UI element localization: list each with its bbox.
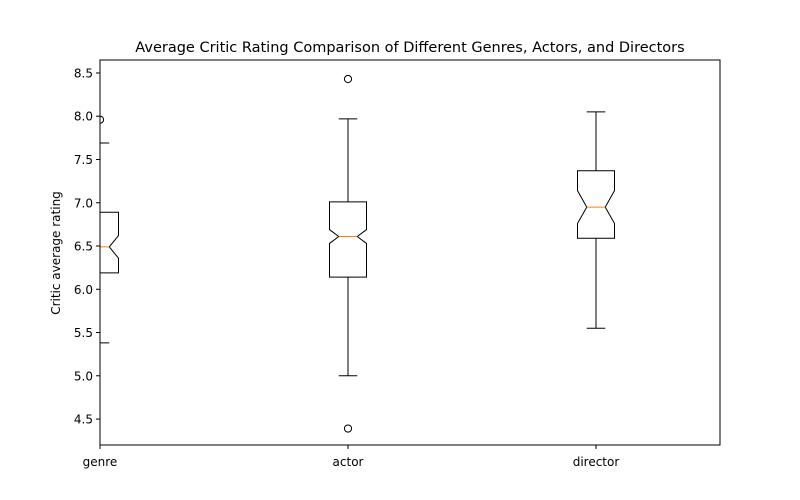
y-tick-label: 8.5 [74, 66, 93, 80]
axes-frame [99, 59, 721, 446]
x-tick-label-actor: actor [333, 455, 364, 469]
box-actor [329, 74, 367, 433]
box-director [577, 111, 615, 329]
x-tick-label-genre: genre [83, 455, 118, 469]
outlier-point [343, 74, 353, 84]
notched-box [100, 211, 119, 274]
y-tick-label: 7.0 [74, 196, 93, 210]
y-tick-label: 7.5 [74, 153, 93, 167]
plot-area [100, 74, 615, 433]
y-tick-label: 8.0 [74, 110, 93, 124]
y-tick-label: 5.5 [74, 326, 93, 340]
notched-box [577, 170, 615, 239]
y-tick-label: 6.0 [74, 283, 93, 297]
x-tick-label-director: director [573, 455, 620, 469]
y-axis: 4.5 5.0 5.5 6.0 6.5 7.0 7.5 8.0 8.5 [74, 66, 100, 427]
y-tick-label: 6.5 [74, 240, 93, 254]
y-tick-label: 5.0 [74, 369, 93, 383]
chart-title: Average Critic Rating Comparison of Diff… [135, 40, 684, 56]
x-axis: genre actor director [83, 445, 620, 469]
notched-box [329, 201, 367, 278]
outlier-point [343, 424, 353, 433]
y-axis-label: Critic average rating [49, 191, 63, 315]
y-tick-label: 4.5 [74, 413, 93, 427]
